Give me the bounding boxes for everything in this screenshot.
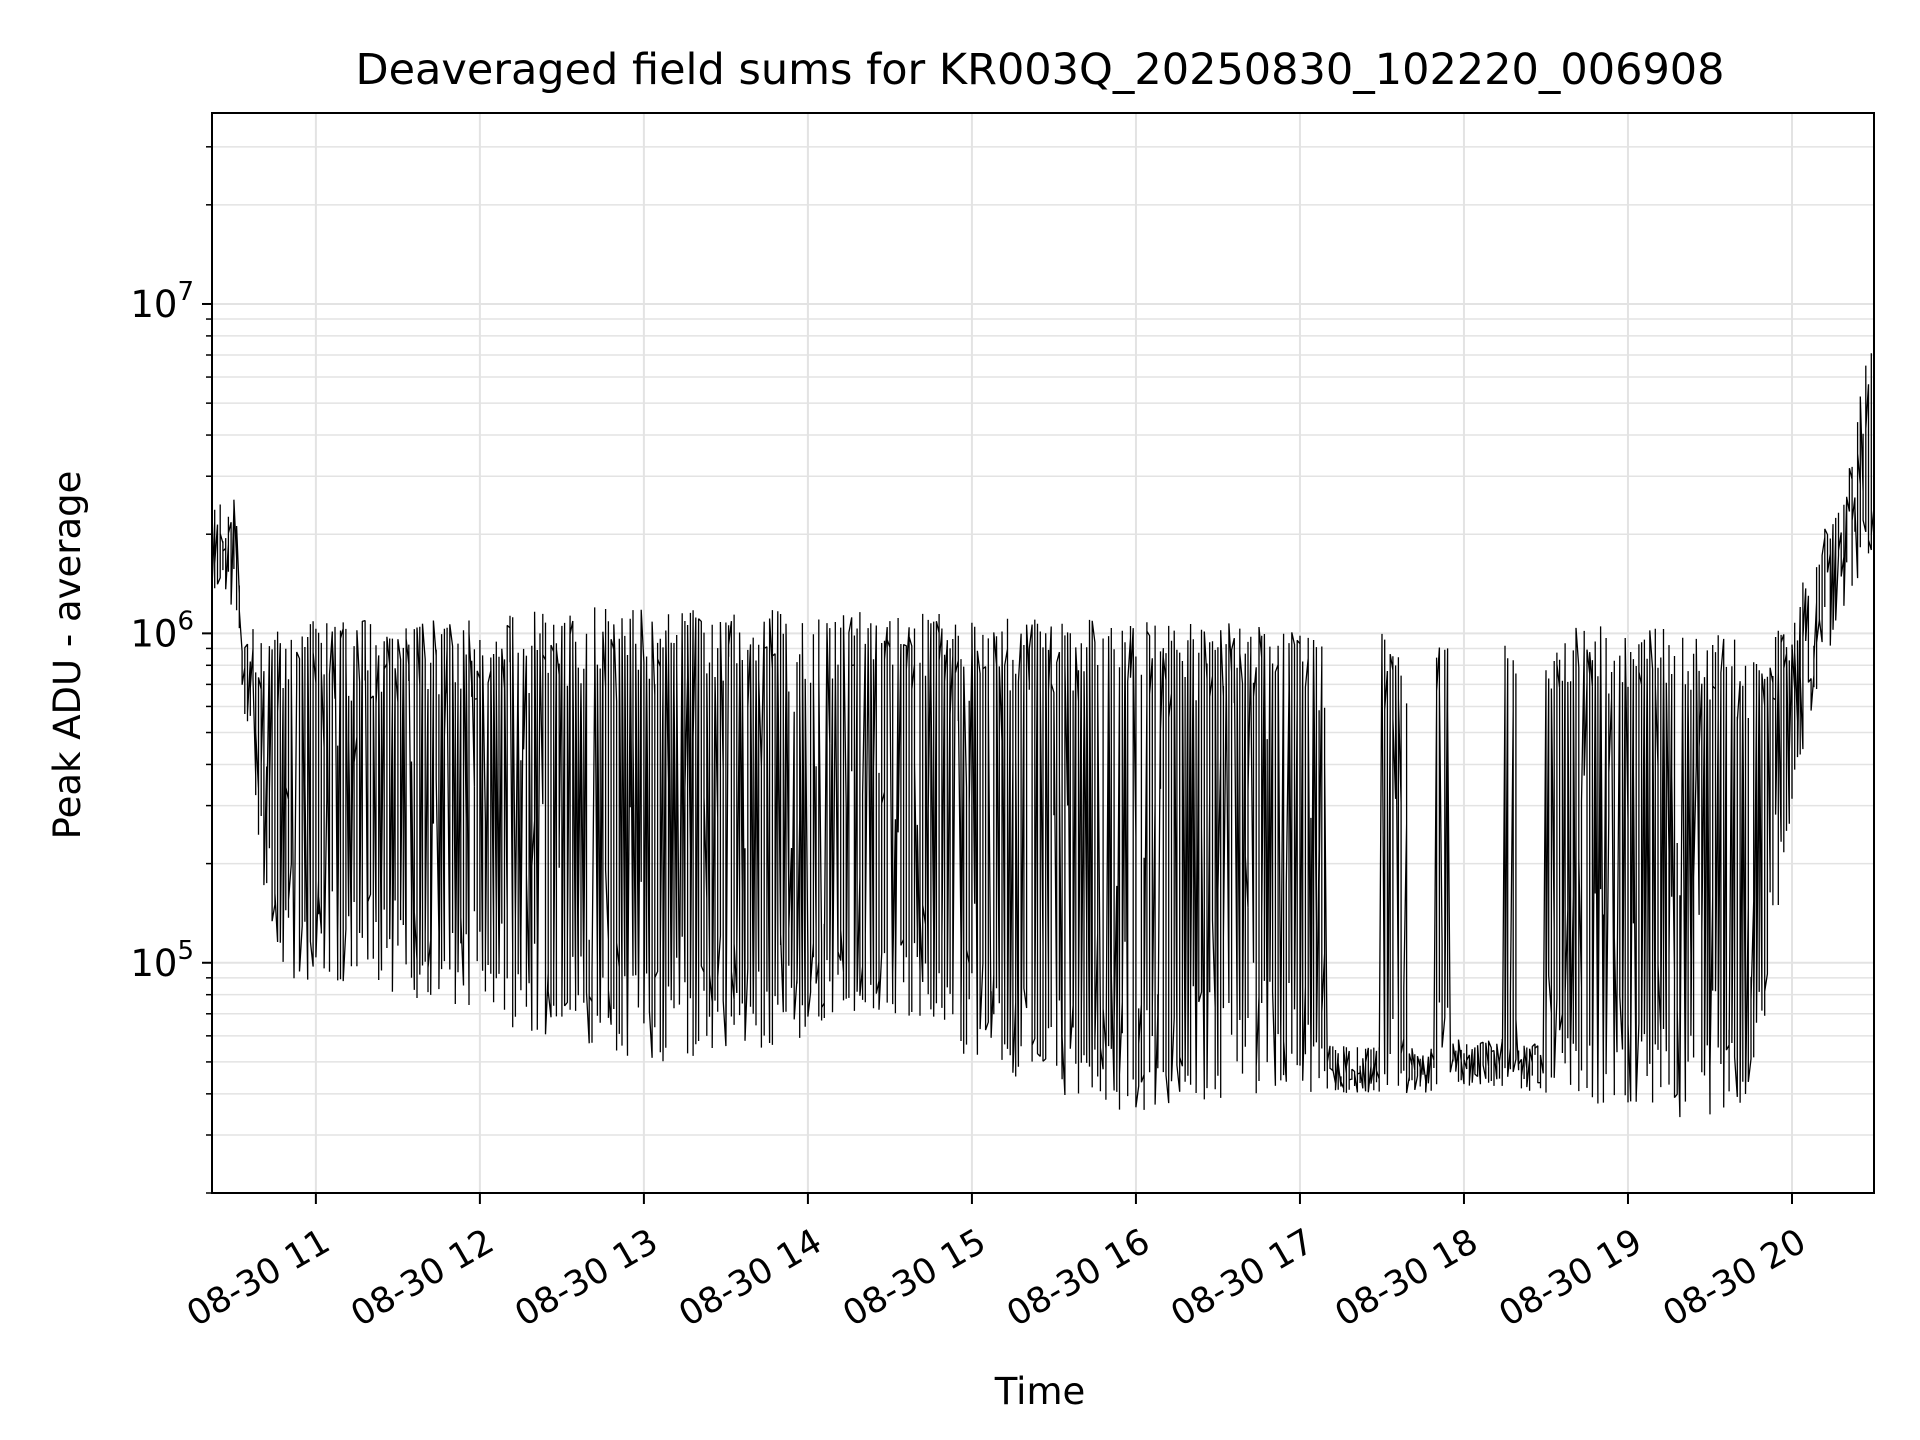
series-line-group xyxy=(211,353,1875,1118)
y-tick-label: 107 xyxy=(130,277,194,326)
chart-title: Deaveraged field sums for KR003Q_2025083… xyxy=(355,45,1724,95)
series-line xyxy=(211,353,1875,1118)
y-tick-base: 10 xyxy=(130,283,177,326)
y-tick-exponent: 7 xyxy=(177,277,194,307)
plot-frame xyxy=(211,112,1875,1194)
y-tick-label: 105 xyxy=(130,936,194,985)
x-axis-label: Time xyxy=(994,1370,1086,1413)
y-tick-label: 106 xyxy=(130,606,194,655)
y-tick-exponent: 6 xyxy=(177,606,194,636)
y-tick-exponent: 5 xyxy=(177,936,194,966)
y-axis-label: Peak ADU - average xyxy=(46,471,89,840)
y-tick-base: 10 xyxy=(130,612,177,655)
y-tick-base: 10 xyxy=(130,942,177,985)
